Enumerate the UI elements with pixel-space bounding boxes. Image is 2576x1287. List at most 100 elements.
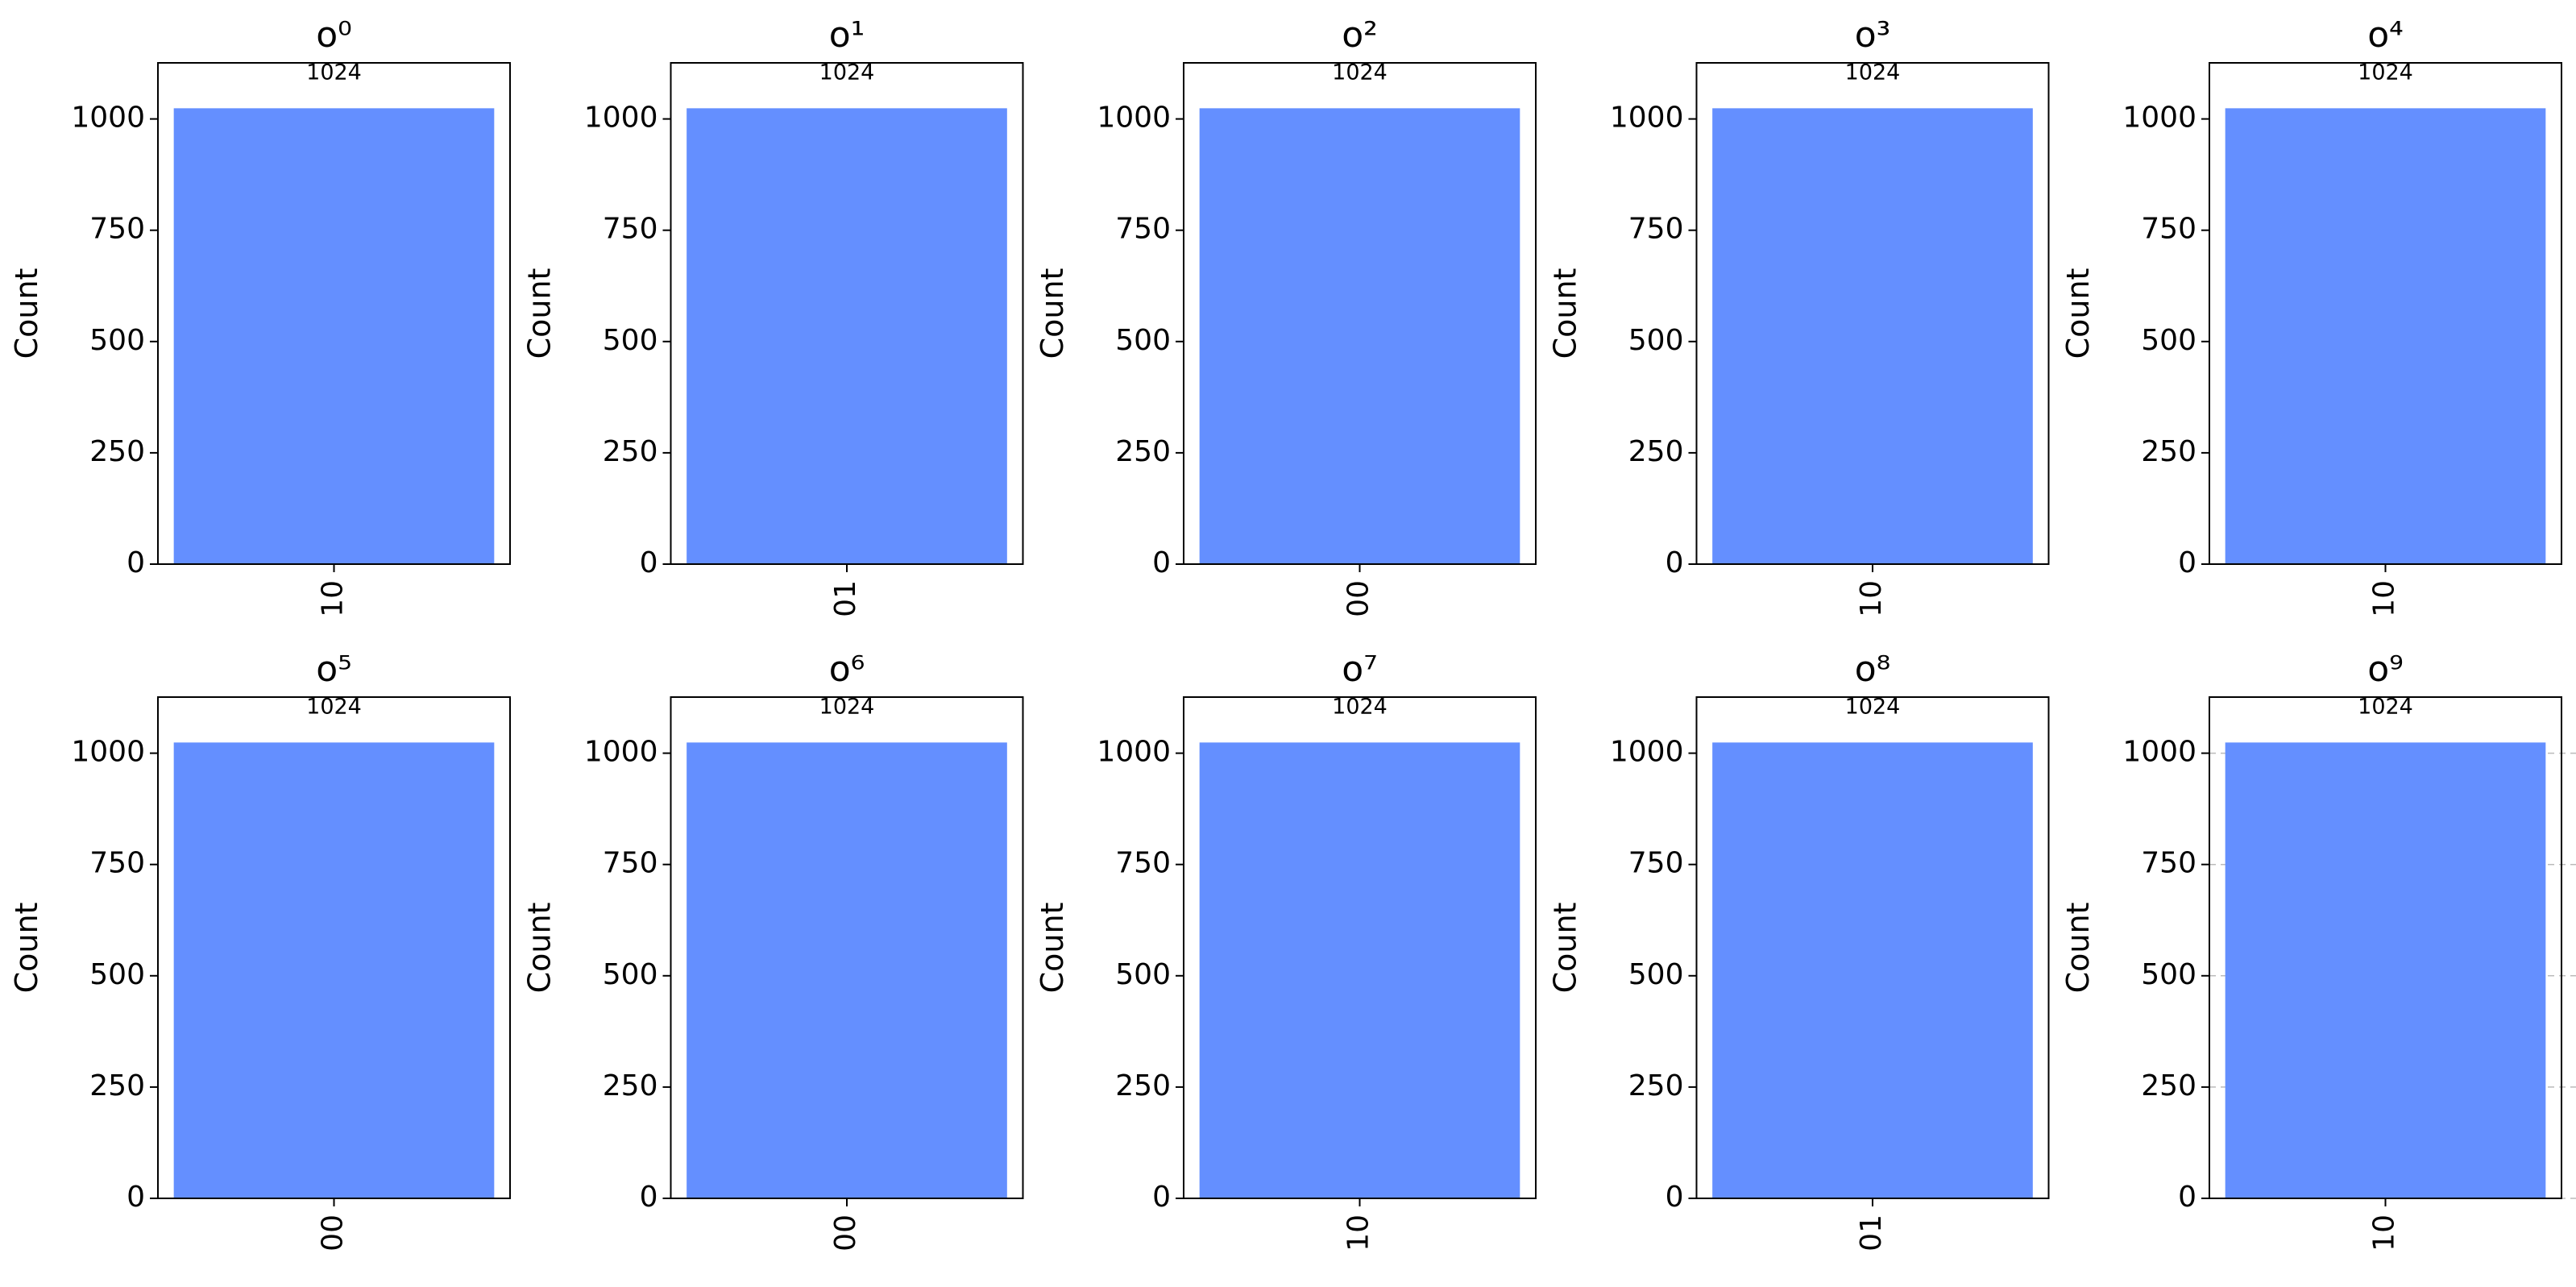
y-tick-label: 750 — [603, 213, 658, 246]
y-tick-label: 0 — [2178, 546, 2196, 579]
y-tick-label: 1000 — [1610, 102, 1684, 135]
y-tick-label: 750 — [2141, 213, 2196, 246]
y-tick-label: 1000 — [71, 736, 145, 769]
chart-title: o⁷ — [1342, 649, 1378, 690]
y-tick-label: 1000 — [2122, 736, 2196, 769]
y-tick-label: 250 — [603, 1069, 658, 1102]
bar — [687, 108, 1007, 564]
y-tick-label: 500 — [1115, 324, 1171, 357]
axes-frame — [670, 696, 1024, 1199]
y-tick-label: 250 — [1628, 1069, 1684, 1102]
bar — [1199, 742, 1520, 1198]
y-tick-label: 1000 — [2122, 102, 2196, 135]
value-label: 1024 — [1332, 694, 1388, 719]
y-axis-label: Count — [522, 268, 558, 359]
value-label: 1024 — [306, 60, 362, 85]
chart-title: o⁹ — [2367, 649, 2404, 690]
y-tick-label: 250 — [89, 1069, 145, 1102]
chart-title: o³ — [1855, 15, 1891, 56]
axes-frame — [670, 62, 1024, 565]
y-tick-label: 250 — [2141, 435, 2196, 468]
y-tick-label: 1000 — [1097, 736, 1171, 769]
y-tick-label: 1000 — [584, 736, 658, 769]
y-tick-label: 1000 — [1097, 102, 1171, 135]
y-tick-label: 1000 — [71, 102, 145, 135]
x-tick-label: 01 — [829, 580, 862, 617]
chart-title: o¹ — [829, 15, 865, 56]
y-axis-label: Count — [9, 268, 44, 359]
value-label: 1024 — [1332, 60, 1388, 85]
y-tick-label: 750 — [603, 847, 658, 880]
axes-frame — [157, 696, 511, 1199]
y-axis-label: Count — [9, 903, 44, 994]
y-tick-label: 250 — [1115, 435, 1171, 468]
x-tick-label: 10 — [2368, 1214, 2401, 1252]
y-tick-label: 0 — [640, 1181, 658, 1214]
bar — [2225, 742, 2546, 1198]
x-tick-label: 10 — [2368, 580, 2401, 617]
x-tick-label: 10 — [317, 580, 350, 617]
axes-frame — [1183, 62, 1537, 565]
axes-frame — [157, 62, 511, 565]
chart-title: o⁰ — [316, 15, 352, 56]
y-tick-label: 250 — [2141, 1069, 2196, 1102]
y-tick-label: 0 — [640, 546, 658, 579]
y-tick-label: 0 — [127, 546, 145, 579]
y-tick-label: 750 — [89, 847, 145, 880]
axes-frame — [1183, 696, 1537, 1199]
y-tick-label: 250 — [603, 435, 658, 468]
chart-title: o⁴ — [2367, 15, 2404, 56]
bar — [173, 108, 495, 564]
value-label: 1024 — [2358, 60, 2413, 85]
y-tick-label: 500 — [1628, 958, 1684, 991]
axes-frame — [1695, 62, 2050, 565]
value-label: 1024 — [306, 694, 362, 719]
y-tick-label: 500 — [603, 324, 658, 357]
y-axis-label: Count — [522, 903, 558, 994]
y-tick-label: 750 — [1628, 213, 1684, 246]
y-tick-label: 500 — [89, 324, 145, 357]
value-label: 1024 — [819, 694, 875, 719]
y-axis-label: Count — [1548, 268, 1583, 359]
axes-frame — [1695, 696, 2050, 1199]
x-tick-label: 00 — [1342, 580, 1375, 617]
y-tick-label: 500 — [2141, 324, 2196, 357]
y-axis-label: Count — [2060, 268, 2096, 359]
y-tick-label: 0 — [1152, 1181, 1171, 1214]
chart-title: o² — [1342, 15, 1378, 56]
y-tick-label: 250 — [1628, 435, 1684, 468]
y-tick-label: 750 — [2141, 847, 2196, 880]
y-tick-label: 500 — [89, 958, 145, 991]
chart-title: o⁸ — [1855, 649, 1891, 690]
y-tick-label: 750 — [1115, 213, 1171, 246]
y-tick-label: 500 — [2141, 958, 2196, 991]
y-tick-label: 750 — [1628, 847, 1684, 880]
bar — [2225, 108, 2546, 564]
y-tick-label: 0 — [2178, 1181, 2196, 1214]
bar — [1712, 108, 2033, 564]
y-tick-label: 500 — [603, 958, 658, 991]
y-axis-label: Count — [1035, 903, 1070, 994]
y-tick-label: 500 — [1628, 324, 1684, 357]
x-tick-label: 00 — [829, 1214, 862, 1252]
value-label: 1024 — [819, 60, 875, 85]
y-tick-label: 0 — [1152, 546, 1171, 579]
y-tick-label: 0 — [127, 1181, 145, 1214]
value-label: 1024 — [1845, 694, 1901, 719]
bar — [687, 742, 1007, 1198]
y-axis-label: Count — [1548, 903, 1583, 994]
bar — [1199, 108, 1520, 564]
chart-title: o⁶ — [829, 649, 865, 690]
y-tick-label: 250 — [89, 435, 145, 468]
chart-title: o⁵ — [316, 649, 352, 690]
axes-frame — [2209, 62, 2562, 565]
bar — [173, 742, 495, 1198]
y-tick-label: 1000 — [584, 102, 658, 135]
value-label: 1024 — [1845, 60, 1901, 85]
y-tick-label: 1000 — [1610, 736, 1684, 769]
y-tick-label: 250 — [1115, 1069, 1171, 1102]
x-tick-label: 10 — [1855, 580, 1888, 617]
x-tick-label: 01 — [1855, 1214, 1888, 1252]
